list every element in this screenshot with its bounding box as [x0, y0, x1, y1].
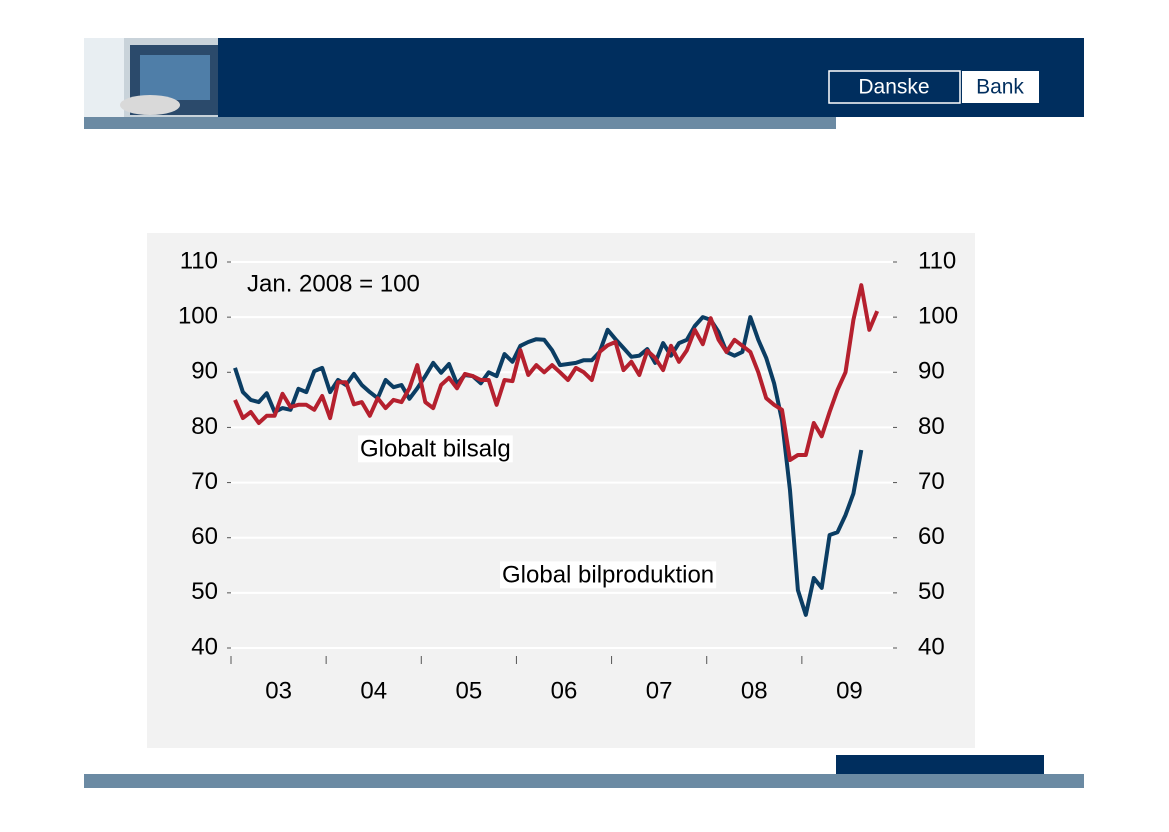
y2-tick-label: 50 [918, 578, 945, 605]
header-strip [84, 117, 836, 129]
footer-strip [84, 774, 1084, 788]
x-tick-label: 06 [551, 677, 578, 704]
x-tick-label: 05 [456, 677, 483, 704]
y2-tick-label: 80 [918, 413, 945, 440]
y2-tick-label: 70 [918, 468, 945, 495]
y2-tick-label: 60 [918, 523, 945, 550]
series-label-bg [500, 561, 717, 589]
x-tick-label: 09 [836, 677, 863, 704]
header-bar [84, 38, 1084, 117]
footer-box [836, 755, 1044, 774]
series-label: Globalt bilsalg [360, 435, 511, 462]
y-tick-label: 60 [191, 523, 218, 550]
y2-tick-label: 90 [918, 358, 945, 385]
plot: 40 50 60 70 80 90 100 110 40 50 60 70 80 90 100 110 03 04… [178, 247, 958, 704]
series-label-bg [358, 435, 513, 463]
x-tick-label: 03 [265, 677, 292, 704]
logo-box [828, 70, 961, 104]
x-tick-label: 07 [646, 677, 673, 704]
series-label: Global bilproduktion [502, 561, 714, 588]
y2-tick-label: 100 [918, 302, 958, 329]
x-tick-label: 04 [360, 677, 387, 704]
y-tick-label: 70 [191, 468, 218, 495]
logo-text: Bank [976, 76, 1024, 99]
y-tick-label: 90 [191, 358, 218, 385]
y2-tick-label: 110 [918, 247, 956, 274]
y-tick-label: 50 [191, 578, 218, 605]
note: Jan. 2008 = 100 [247, 270, 420, 297]
logo-text: Danske [858, 76, 929, 99]
y-tick-label: 80 [191, 413, 218, 440]
chart-panel [147, 233, 975, 748]
x-tick-label: 08 [741, 677, 768, 704]
header-photo [84, 38, 218, 117]
y-tick-label: 40 [191, 633, 218, 660]
logo-box [962, 71, 1039, 103]
series-line [233, 283, 880, 462]
y-tick-label: 100 [178, 302, 218, 329]
y2-tick-label: 40 [918, 633, 945, 660]
y-tick-label: 110 [180, 247, 218, 274]
